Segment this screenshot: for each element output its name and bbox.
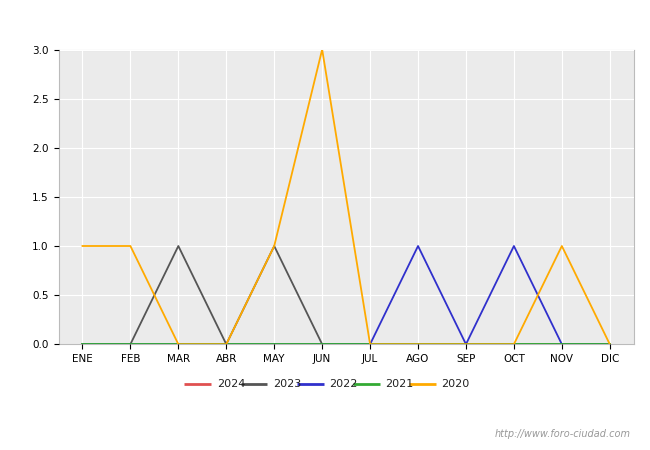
Text: 2021: 2021 xyxy=(385,378,414,389)
Text: http://www.foro-ciudad.com: http://www.foro-ciudad.com xyxy=(495,429,630,439)
Text: 2023: 2023 xyxy=(274,378,302,389)
Text: 2022: 2022 xyxy=(330,378,358,389)
Text: Matriculaciones de Vehiculos en Vecinos: Matriculaciones de Vehiculos en Vecinos xyxy=(157,12,493,31)
Text: 2020: 2020 xyxy=(441,378,470,389)
Text: 2024: 2024 xyxy=(217,378,246,389)
